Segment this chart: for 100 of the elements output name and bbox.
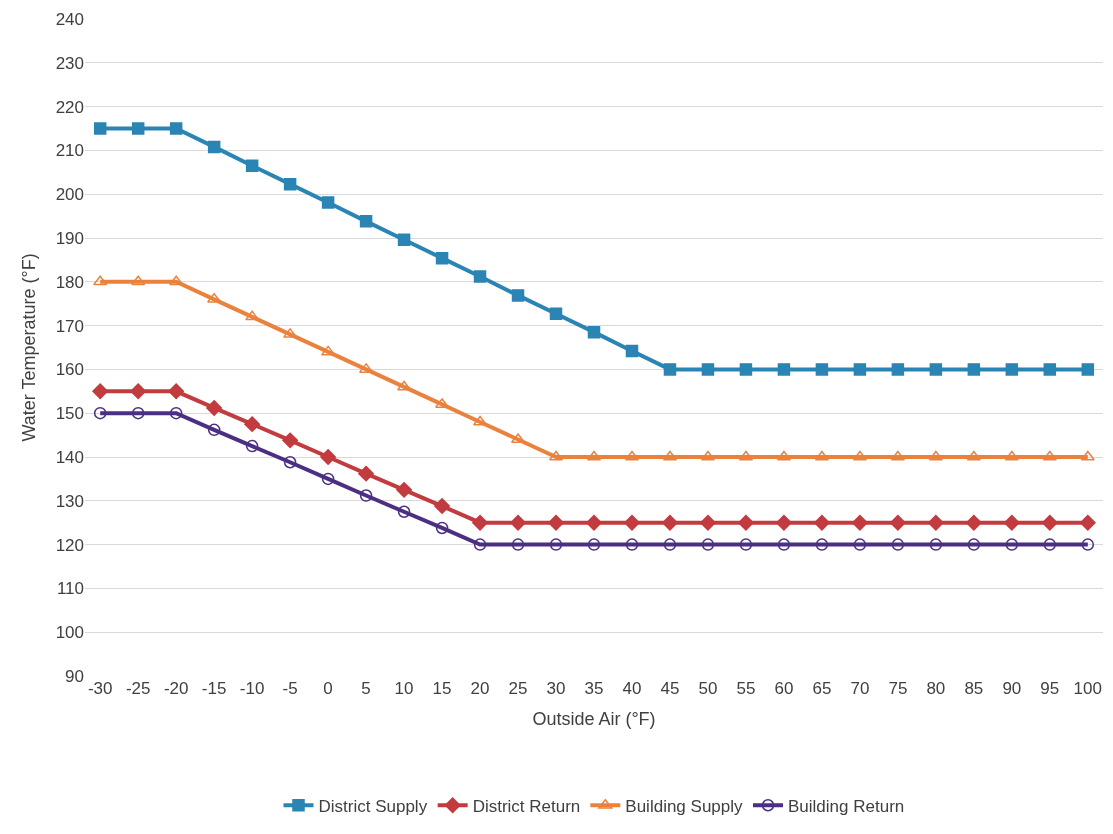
point <box>130 383 147 400</box>
point <box>776 514 792 531</box>
point <box>244 416 261 433</box>
x-tick-label: 45 <box>660 679 680 698</box>
point <box>739 363 753 376</box>
x-tick-label: -25 <box>125 679 151 698</box>
y-tick-label: 210 <box>55 141 84 161</box>
point <box>169 122 183 135</box>
point <box>852 514 868 531</box>
y-tick-label: 110 <box>56 579 84 599</box>
point <box>739 538 753 551</box>
x-axis-title: Outside Air (°F) <box>532 709 656 730</box>
point <box>397 505 411 518</box>
point <box>1004 450 1019 461</box>
point <box>434 498 450 514</box>
point <box>662 514 678 531</box>
point <box>1005 363 1019 376</box>
point <box>890 450 905 461</box>
x-tick-label: 0 <box>323 679 333 698</box>
x-tick-label: 80 <box>926 679 946 698</box>
y-tick-label: 190 <box>55 228 84 248</box>
point <box>587 325 601 339</box>
point <box>586 514 602 531</box>
legend-label: Building Return <box>788 796 905 816</box>
point <box>815 538 829 551</box>
point <box>169 406 183 420</box>
x-tick-label: -10 <box>239 679 265 698</box>
point <box>131 122 145 135</box>
point <box>700 514 716 531</box>
x-tick-label: 70 <box>850 679 870 698</box>
x-tick-label: 15 <box>432 679 452 698</box>
point <box>131 275 146 286</box>
point <box>396 481 412 498</box>
point <box>624 514 640 531</box>
point <box>738 514 754 531</box>
x-tick-label: 75 <box>888 679 908 698</box>
x-tick-label: 95 <box>1040 679 1060 698</box>
legend-label: District Supply <box>318 796 428 816</box>
point <box>891 363 905 376</box>
point <box>777 363 791 376</box>
point <box>967 538 981 551</box>
y-tick-label: 100 <box>55 623 84 643</box>
point <box>853 363 867 376</box>
x-tick-label: 30 <box>546 679 566 698</box>
point <box>131 406 145 420</box>
x-tick-label: 5 <box>361 679 371 698</box>
point <box>625 538 639 551</box>
legend-label: Building Supply <box>625 796 744 816</box>
point <box>245 439 259 453</box>
point <box>1081 538 1095 551</box>
point <box>927 514 944 531</box>
point <box>511 538 525 551</box>
point <box>852 450 867 461</box>
point <box>1043 538 1057 551</box>
x-tick-label: 60 <box>774 679 794 698</box>
point <box>891 538 905 551</box>
x-tick-label: 50 <box>698 679 718 698</box>
point <box>929 538 943 551</box>
x-tick-label: 40 <box>622 679 642 698</box>
point <box>777 538 791 551</box>
y-tick-label: 150 <box>55 404 84 424</box>
x-tick-label: 20 <box>470 679 490 698</box>
point <box>245 310 260 321</box>
y-tick-label: 160 <box>55 360 84 380</box>
point <box>511 289 525 302</box>
y-tick-label: 200 <box>55 185 84 205</box>
legend-label: District Return <box>472 796 581 816</box>
point <box>321 345 336 356</box>
point <box>663 538 677 551</box>
y-tick-label: 220 <box>55 97 84 117</box>
y-tick-label: 170 <box>55 316 84 336</box>
point <box>966 450 981 461</box>
x-tick-label: -30 <box>87 679 113 698</box>
y-tick-label: 140 <box>55 447 84 467</box>
point <box>282 432 299 449</box>
x-tick-label: 100 <box>1073 679 1102 698</box>
point <box>359 489 373 502</box>
point <box>701 538 715 551</box>
x-tick-label: 35 <box>584 679 604 698</box>
point <box>92 383 109 400</box>
point <box>320 449 336 465</box>
point <box>510 514 526 531</box>
point <box>965 514 982 531</box>
point <box>587 538 601 551</box>
point <box>548 514 564 531</box>
point <box>169 275 184 286</box>
point <box>625 344 639 358</box>
point <box>1003 514 1020 531</box>
y-tick-label: 120 <box>55 535 84 555</box>
point <box>473 270 487 283</box>
point <box>435 521 449 535</box>
point <box>206 400 223 416</box>
x-tick-label: -5 <box>282 679 298 698</box>
point <box>283 456 297 469</box>
point <box>853 538 867 551</box>
point <box>1005 538 1019 551</box>
point <box>397 233 411 246</box>
point <box>814 514 830 531</box>
point <box>1041 514 1058 531</box>
point <box>473 538 487 551</box>
